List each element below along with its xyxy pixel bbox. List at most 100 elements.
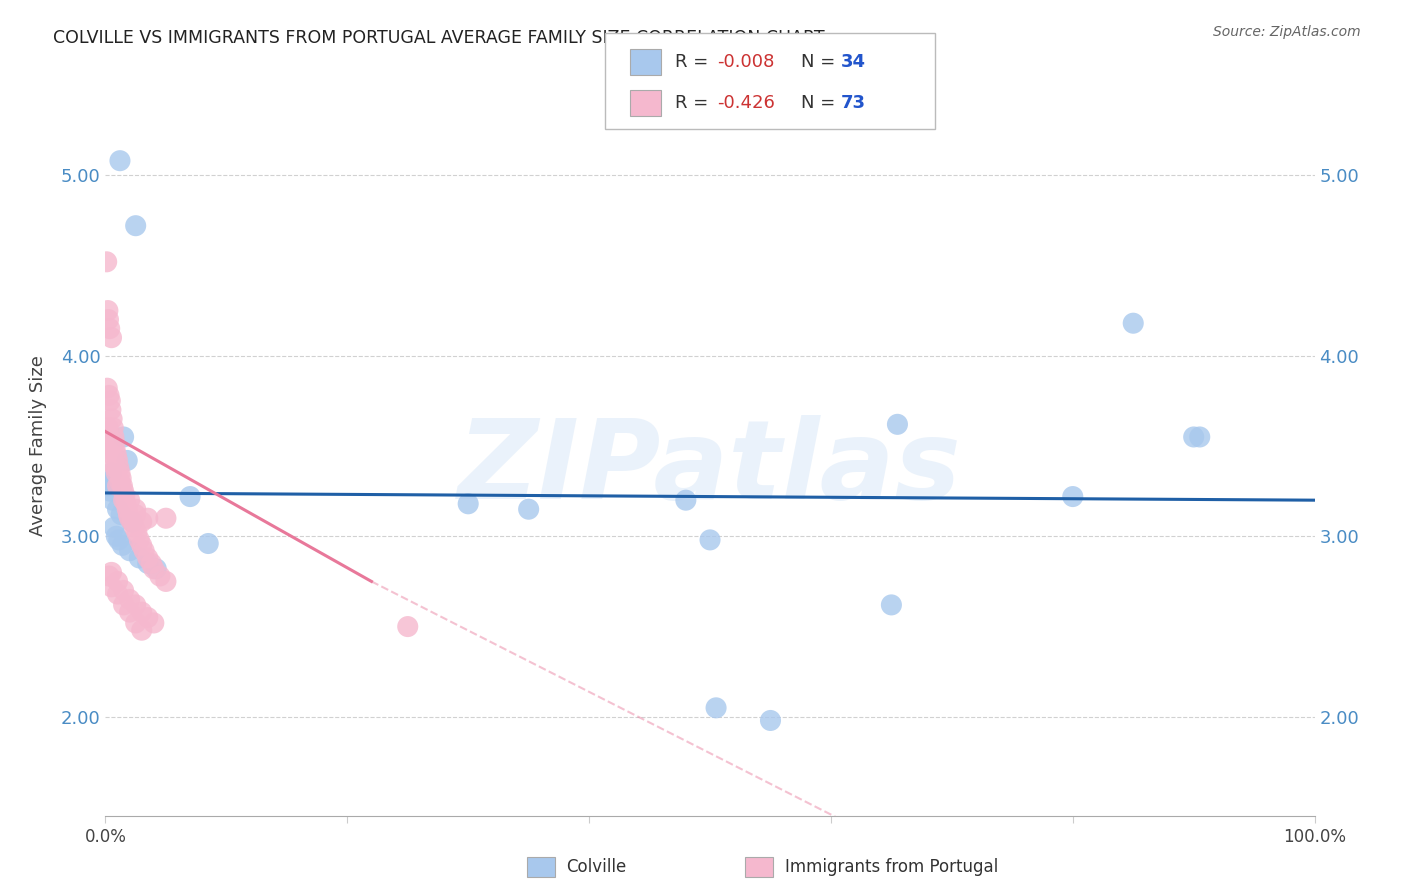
- Point: [97, 479, 120, 493]
- Point: [121, 515, 143, 529]
- Point: [115, 502, 138, 516]
- Point: [96, 381, 118, 395]
- Point: [115, 497, 138, 511]
- Text: N =: N =: [801, 53, 841, 71]
- Point: [98, 484, 121, 499]
- Point: [118, 605, 141, 619]
- Point: [131, 515, 153, 529]
- Point: [103, 435, 125, 450]
- Point: [110, 471, 132, 485]
- Point: [103, 430, 125, 444]
- Text: 73: 73: [841, 94, 866, 112]
- Point: [517, 502, 540, 516]
- Point: [97, 421, 120, 435]
- Point: [114, 490, 136, 504]
- Point: [112, 583, 135, 598]
- Text: 34: 34: [841, 53, 866, 71]
- Point: [1188, 430, 1211, 444]
- Point: [107, 533, 129, 547]
- Point: [142, 615, 165, 630]
- Point: [103, 520, 125, 534]
- Text: -0.426: -0.426: [717, 94, 775, 112]
- Point: [98, 430, 121, 444]
- Point: [197, 536, 219, 550]
- Point: [118, 493, 141, 508]
- Point: [117, 508, 139, 522]
- Point: [103, 457, 125, 471]
- Point: [1182, 430, 1205, 444]
- Point: [118, 511, 141, 525]
- Point: [112, 598, 135, 612]
- Point: [105, 466, 128, 480]
- Point: [124, 615, 148, 630]
- Point: [111, 538, 134, 552]
- Point: [112, 430, 135, 444]
- Point: [107, 587, 129, 601]
- Point: [100, 566, 122, 580]
- Point: [880, 598, 903, 612]
- Point: [131, 623, 153, 637]
- Point: [136, 610, 159, 624]
- Point: [101, 493, 124, 508]
- Point: [125, 525, 148, 540]
- Point: [457, 497, 479, 511]
- Point: [179, 490, 201, 504]
- Point: [124, 520, 146, 534]
- Text: Colville: Colville: [567, 858, 627, 876]
- Point: [97, 312, 120, 326]
- Point: [101, 412, 124, 426]
- Text: ZIPatlas: ZIPatlas: [458, 415, 962, 522]
- Point: [675, 493, 697, 508]
- Point: [115, 453, 138, 467]
- Point: [98, 388, 121, 402]
- Point: [104, 442, 127, 457]
- Point: [136, 557, 159, 571]
- Point: [100, 331, 122, 345]
- Text: N =: N =: [801, 94, 841, 112]
- Point: [107, 502, 129, 516]
- Point: [98, 439, 121, 453]
- Point: [155, 511, 177, 525]
- Point: [121, 515, 143, 529]
- Point: [110, 508, 132, 522]
- Point: [128, 533, 150, 547]
- Text: R =: R =: [675, 94, 714, 112]
- Point: [141, 557, 163, 571]
- Point: [107, 574, 129, 589]
- Point: [131, 605, 153, 619]
- Point: [124, 502, 148, 516]
- Point: [98, 475, 121, 489]
- Point: [124, 508, 148, 522]
- Point: [1122, 316, 1144, 330]
- Point: [704, 701, 727, 715]
- Point: [112, 484, 135, 499]
- Point: [886, 417, 908, 432]
- Point: [100, 580, 122, 594]
- Point: [111, 479, 134, 493]
- Point: [136, 551, 159, 566]
- Point: [108, 475, 131, 489]
- Point: [142, 562, 165, 576]
- Point: [100, 466, 122, 480]
- Text: COLVILLE VS IMMIGRANTS FROM PORTUGAL AVERAGE FAMILY SIZE CORRELATION CHART: COLVILLE VS IMMIGRANTS FROM PORTUGAL AVE…: [53, 29, 825, 46]
- Point: [101, 448, 124, 462]
- Point: [105, 448, 128, 462]
- Point: [118, 543, 141, 558]
- Point: [134, 543, 156, 558]
- Point: [396, 619, 419, 633]
- Text: Immigrants from Portugal: Immigrants from Portugal: [785, 858, 998, 876]
- Point: [98, 569, 121, 583]
- Point: [124, 219, 148, 233]
- Point: [105, 529, 128, 543]
- Text: -0.008: -0.008: [717, 53, 775, 71]
- Point: [107, 460, 129, 475]
- Point: [108, 466, 131, 480]
- Point: [98, 321, 121, 335]
- Point: [145, 562, 167, 576]
- Point: [1062, 490, 1084, 504]
- Point: [108, 153, 131, 168]
- Point: [759, 714, 782, 728]
- Point: [103, 421, 125, 435]
- Point: [128, 551, 150, 566]
- Point: [136, 511, 159, 525]
